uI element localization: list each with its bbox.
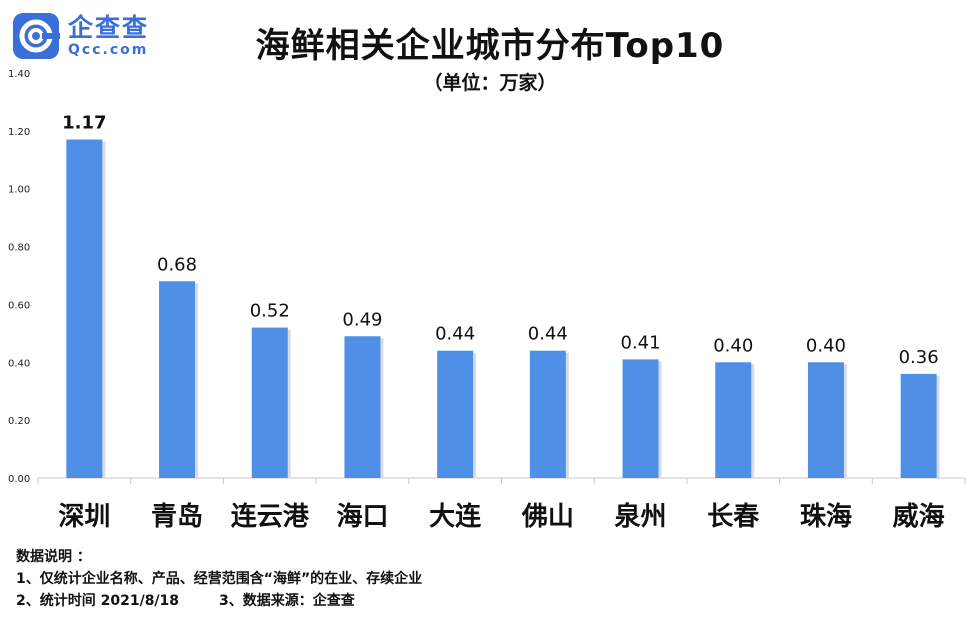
bar — [622, 359, 659, 478]
y-tick-label: 0.00 — [8, 474, 30, 485]
data-label: 0.52 — [250, 301, 290, 322]
y-tick-label: 0.20 — [8, 416, 30, 427]
y-tick-label: 1.00 — [8, 185, 30, 196]
bar — [344, 336, 381, 478]
bar — [715, 362, 752, 478]
y-tick-label: 0.40 — [8, 358, 30, 369]
notes-line-2b: 3、数据来源：企查查 — [219, 593, 355, 609]
x-tick-label: 连云港 — [231, 502, 310, 532]
data-label: 0.40 — [806, 335, 846, 356]
notes-heading: 数据说明 ： — [16, 549, 91, 565]
x-tick-label: 大连 — [429, 502, 482, 532]
x-tick-label: 珠海 — [800, 502, 852, 532]
y-tick-label: 1.20 — [8, 127, 30, 138]
y-tick-label: 1.40 — [8, 69, 30, 80]
x-tick-label: 泉州 — [615, 501, 667, 532]
y-tick-label: 0.60 — [8, 300, 30, 311]
notes-line-2a: 2、统计时间 2021/8/18 — [16, 593, 180, 609]
bar — [807, 362, 844, 478]
data-label: 0.44 — [528, 324, 568, 345]
notes-line-1: 1、仅统计企业名称、产品、经营范围含“海鲜”的在业、存续企业 — [16, 571, 423, 587]
bar — [900, 373, 937, 478]
bar — [66, 139, 103, 479]
data-label: 0.36 — [899, 347, 939, 368]
chart-title: 海鲜相关企业城市分布Top10 — [255, 26, 725, 66]
bar — [529, 350, 566, 478]
data-label: 0.68 — [157, 254, 197, 275]
data-label: 0.44 — [435, 324, 475, 345]
chart-subtitle: （单位：万家） — [423, 72, 557, 94]
x-tick-label: 海口 — [336, 502, 388, 532]
x-tick-label: 长春 — [707, 502, 759, 532]
bar — [437, 350, 474, 478]
y-tick-label: 0.80 — [8, 243, 30, 254]
x-tick-label: 深圳 — [58, 502, 110, 532]
data-label: 1.17 — [62, 113, 106, 134]
logo-text-en: Qcc.com — [68, 42, 149, 58]
x-tick-label: 威海 — [893, 501, 945, 532]
x-tick-label: 青岛 — [151, 501, 203, 532]
logo: 企查查 Qcc.com — [12, 12, 149, 60]
bar — [251, 327, 288, 478]
bar — [159, 281, 196, 478]
data-label: 0.40 — [713, 335, 753, 356]
data-label: 0.49 — [342, 309, 382, 330]
bar-chart: 0.00 0.20 0.40 0.60 0.80 1.00 1.20 1.40 1.17 深圳 0.… — [8, 69, 966, 532]
data-label: 0.41 — [621, 332, 661, 353]
logo-text-cn: 企查查 — [68, 13, 150, 42]
logo-icon — [12, 12, 60, 60]
notes: 数据说明 ： 1、仅统计企业名称、产品、经营范围含“海鲜”的在业、存续企业 2、… — [16, 546, 422, 612]
x-tick-label: 佛山 — [521, 502, 574, 532]
